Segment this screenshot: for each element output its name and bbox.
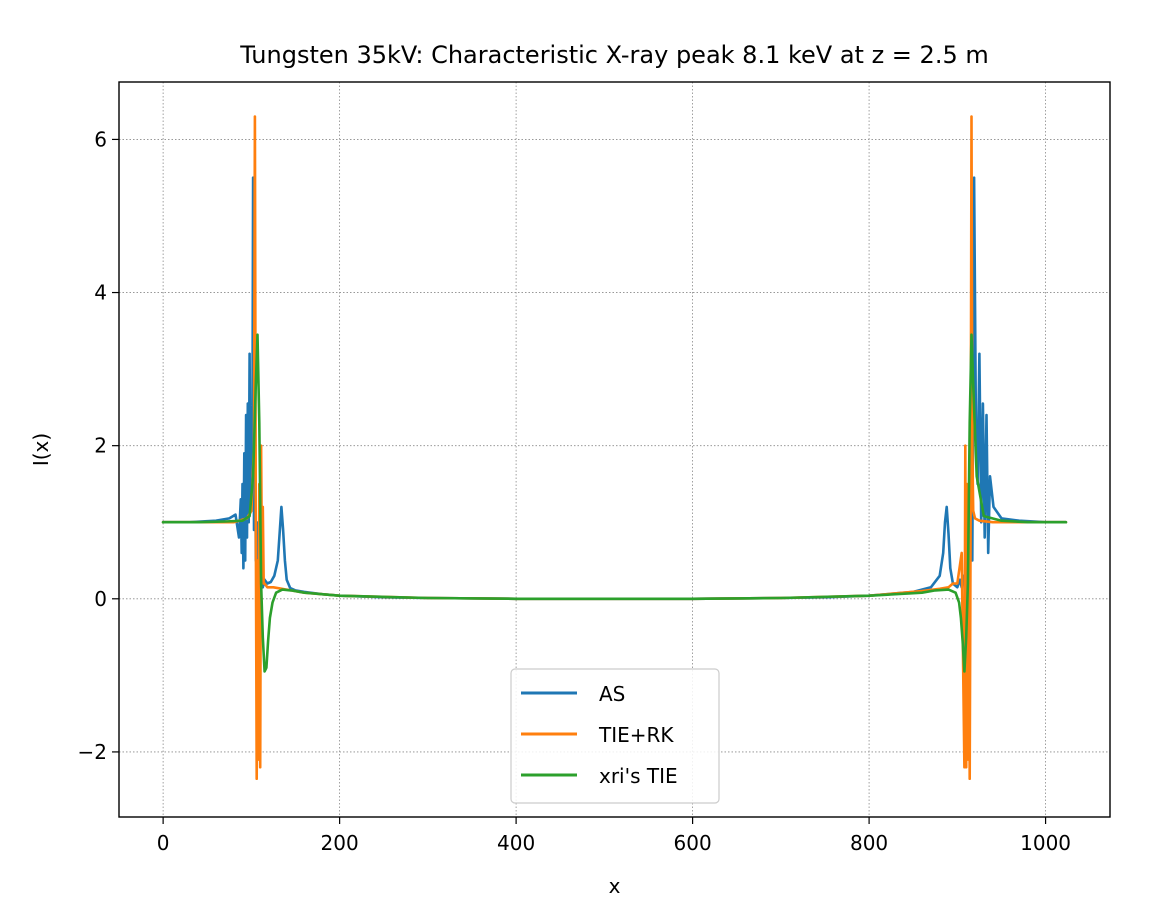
legend-label: TIE+RK [598, 723, 674, 747]
x-axis-label: x [609, 874, 621, 898]
y-tick-label: −2 [78, 740, 107, 764]
y-tick-label: 0 [94, 587, 107, 611]
grid [119, 82, 1110, 817]
series-layer [161, 115, 1068, 781]
legend-label: AS [599, 682, 625, 706]
legend-box [510, 668, 720, 804]
x-tick-label: 0 [157, 831, 170, 855]
x-tick-label: 1000 [1020, 831, 1071, 855]
x-tick-label: 600 [674, 831, 712, 855]
legend: AS TIE+RK xri's TIE [510, 668, 720, 804]
plot-frame [118, 81, 1111, 818]
x-tick-label: 200 [321, 831, 359, 855]
chart-title: Tungsten 35kV: Characteristic X-ray peak… [239, 41, 988, 69]
ticks: 0 200 400 600 800 1000 −2 0 2 4 6 [78, 127, 1072, 855]
y-axis-label: I(x) [29, 433, 53, 466]
x-tick-label: 400 [497, 831, 535, 855]
x-tick-label: 800 [850, 831, 888, 855]
y-tick-label: 6 [94, 127, 107, 151]
series-line-xri-s-tie [161, 333, 1068, 673]
y-tick-label: 2 [94, 434, 107, 458]
y-tick-label: 4 [94, 281, 107, 305]
legend-label: xri's TIE [599, 764, 678, 788]
